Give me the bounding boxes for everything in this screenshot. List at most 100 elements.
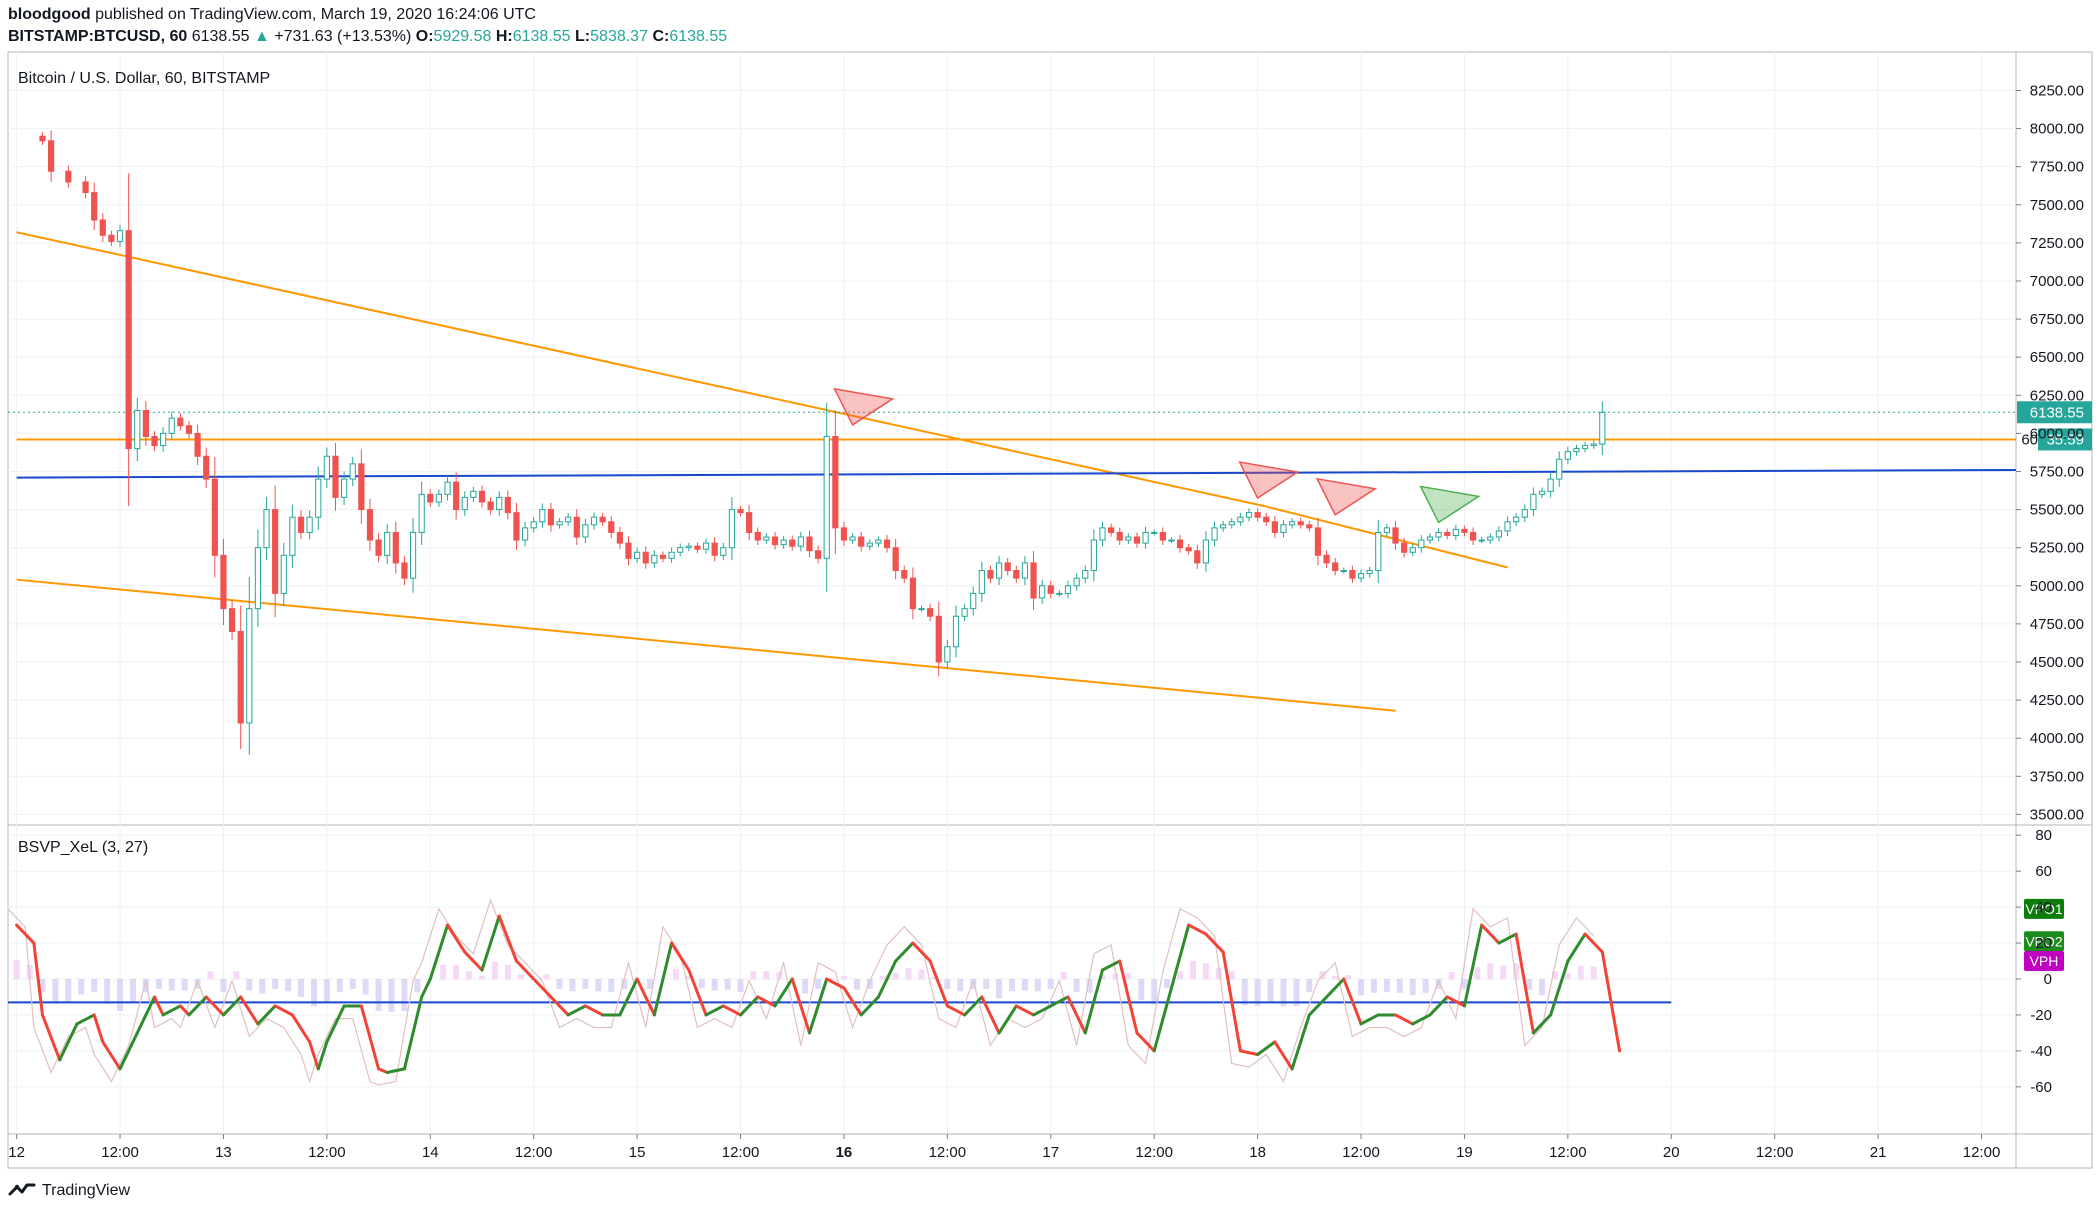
candle[interactable] bbox=[116, 230, 124, 242]
candle[interactable] bbox=[530, 521, 537, 529]
candle[interactable] bbox=[142, 410, 149, 437]
candle[interactable] bbox=[746, 512, 753, 533]
tradingview-brand[interactable]: TradingView bbox=[42, 1182, 131, 1199]
candle[interactable] bbox=[263, 509, 270, 549]
candle[interactable] bbox=[99, 219, 106, 236]
candle[interactable] bbox=[1288, 521, 1296, 526]
candle[interactable] bbox=[272, 509, 279, 594]
candle[interactable] bbox=[1064, 585, 1072, 594]
candle[interactable] bbox=[91, 192, 98, 221]
candle[interactable] bbox=[1237, 516, 1244, 523]
candle[interactable] bbox=[1073, 577, 1080, 587]
candle[interactable] bbox=[1082, 570, 1089, 579]
candle[interactable] bbox=[634, 551, 641, 559]
candle[interactable] bbox=[151, 435, 158, 447]
candle[interactable] bbox=[797, 536, 804, 547]
candle[interactable] bbox=[401, 562, 408, 579]
candle[interactable] bbox=[970, 592, 977, 610]
candle[interactable] bbox=[1271, 521, 1278, 533]
candle[interactable] bbox=[642, 551, 649, 564]
candle[interactable] bbox=[539, 509, 546, 523]
trendline[interactable] bbox=[16, 231, 1267, 508]
candle[interactable] bbox=[1357, 573, 1365, 579]
candle[interactable] bbox=[349, 463, 356, 480]
candle[interactable] bbox=[384, 531, 391, 556]
candle[interactable] bbox=[47, 140, 55, 172]
candle[interactable] bbox=[1047, 585, 1054, 594]
candle[interactable] bbox=[1142, 531, 1149, 544]
candle[interactable] bbox=[1021, 562, 1029, 579]
candle[interactable] bbox=[961, 608, 968, 617]
candle[interactable] bbox=[918, 608, 925, 611]
candle[interactable] bbox=[1159, 531, 1166, 541]
candle[interactable] bbox=[987, 570, 994, 579]
candle[interactable] bbox=[392, 531, 399, 564]
candle[interactable] bbox=[1461, 528, 1468, 533]
candle[interactable] bbox=[409, 531, 417, 579]
candle[interactable] bbox=[513, 512, 520, 541]
candle[interactable] bbox=[220, 554, 227, 610]
candle[interactable] bbox=[582, 524, 589, 538]
candle[interactable] bbox=[65, 170, 72, 183]
candle[interactable] bbox=[952, 615, 960, 648]
candle[interactable] bbox=[702, 542, 710, 550]
candle[interactable] bbox=[1168, 539, 1175, 542]
candle[interactable] bbox=[427, 493, 434, 503]
candle[interactable] bbox=[625, 542, 632, 559]
candle[interactable] bbox=[1590, 443, 1597, 447]
candle[interactable] bbox=[1409, 547, 1416, 553]
candle[interactable] bbox=[1564, 451, 1571, 460]
candle[interactable] bbox=[1487, 536, 1494, 541]
candle[interactable] bbox=[944, 646, 951, 663]
candle[interactable] bbox=[1116, 531, 1123, 541]
candle[interactable] bbox=[366, 509, 374, 541]
candle[interactable] bbox=[694, 545, 701, 550]
candle[interactable] bbox=[39, 135, 46, 142]
candle[interactable] bbox=[771, 536, 779, 546]
candle[interactable] bbox=[1185, 547, 1192, 552]
trendline[interactable] bbox=[1265, 505, 1508, 569]
candle[interactable] bbox=[375, 539, 382, 556]
candle[interactable] bbox=[1547, 478, 1554, 492]
candle[interactable] bbox=[1538, 490, 1546, 495]
signal-triangle[interactable] bbox=[1238, 461, 1300, 500]
candle[interactable] bbox=[590, 516, 598, 526]
candle[interactable] bbox=[1426, 536, 1434, 541]
candle[interactable] bbox=[185, 425, 193, 434]
candle[interactable] bbox=[358, 463, 365, 511]
candle[interactable] bbox=[547, 509, 555, 526]
candle[interactable] bbox=[995, 562, 1003, 579]
candle[interactable] bbox=[341, 478, 348, 498]
candle[interactable] bbox=[823, 435, 830, 559]
candle[interactable] bbox=[297, 516, 305, 533]
candle[interactable] bbox=[1090, 539, 1097, 572]
candle[interactable] bbox=[616, 531, 623, 544]
candle[interactable] bbox=[685, 545, 692, 549]
candle[interactable] bbox=[1495, 530, 1503, 538]
candle[interactable] bbox=[418, 493, 425, 533]
candle[interactable] bbox=[892, 547, 899, 572]
candle[interactable] bbox=[789, 539, 796, 547]
candle[interactable] bbox=[1254, 512, 1261, 518]
candle[interactable] bbox=[1125, 536, 1132, 541]
candle[interactable] bbox=[1030, 562, 1037, 599]
candle[interactable] bbox=[909, 577, 916, 610]
candle[interactable] bbox=[1039, 585, 1046, 599]
candle[interactable] bbox=[211, 478, 218, 556]
candle[interactable] bbox=[832, 435, 839, 529]
candle[interactable] bbox=[1314, 527, 1322, 556]
candle[interactable] bbox=[763, 536, 770, 541]
candle[interactable] bbox=[780, 539, 787, 546]
candle[interactable] bbox=[565, 516, 572, 523]
candle[interactable] bbox=[573, 516, 580, 538]
candle[interactable] bbox=[487, 501, 494, 511]
candle[interactable] bbox=[737, 509, 744, 514]
candle[interactable] bbox=[668, 551, 675, 559]
candle[interactable] bbox=[1340, 570, 1347, 573]
candle[interactable] bbox=[1228, 521, 1235, 526]
candle[interactable] bbox=[504, 496, 511, 514]
candle[interactable] bbox=[840, 527, 848, 541]
candle[interactable] bbox=[82, 181, 89, 194]
candle[interactable] bbox=[1323, 554, 1330, 564]
candle[interactable] bbox=[1581, 445, 1589, 450]
